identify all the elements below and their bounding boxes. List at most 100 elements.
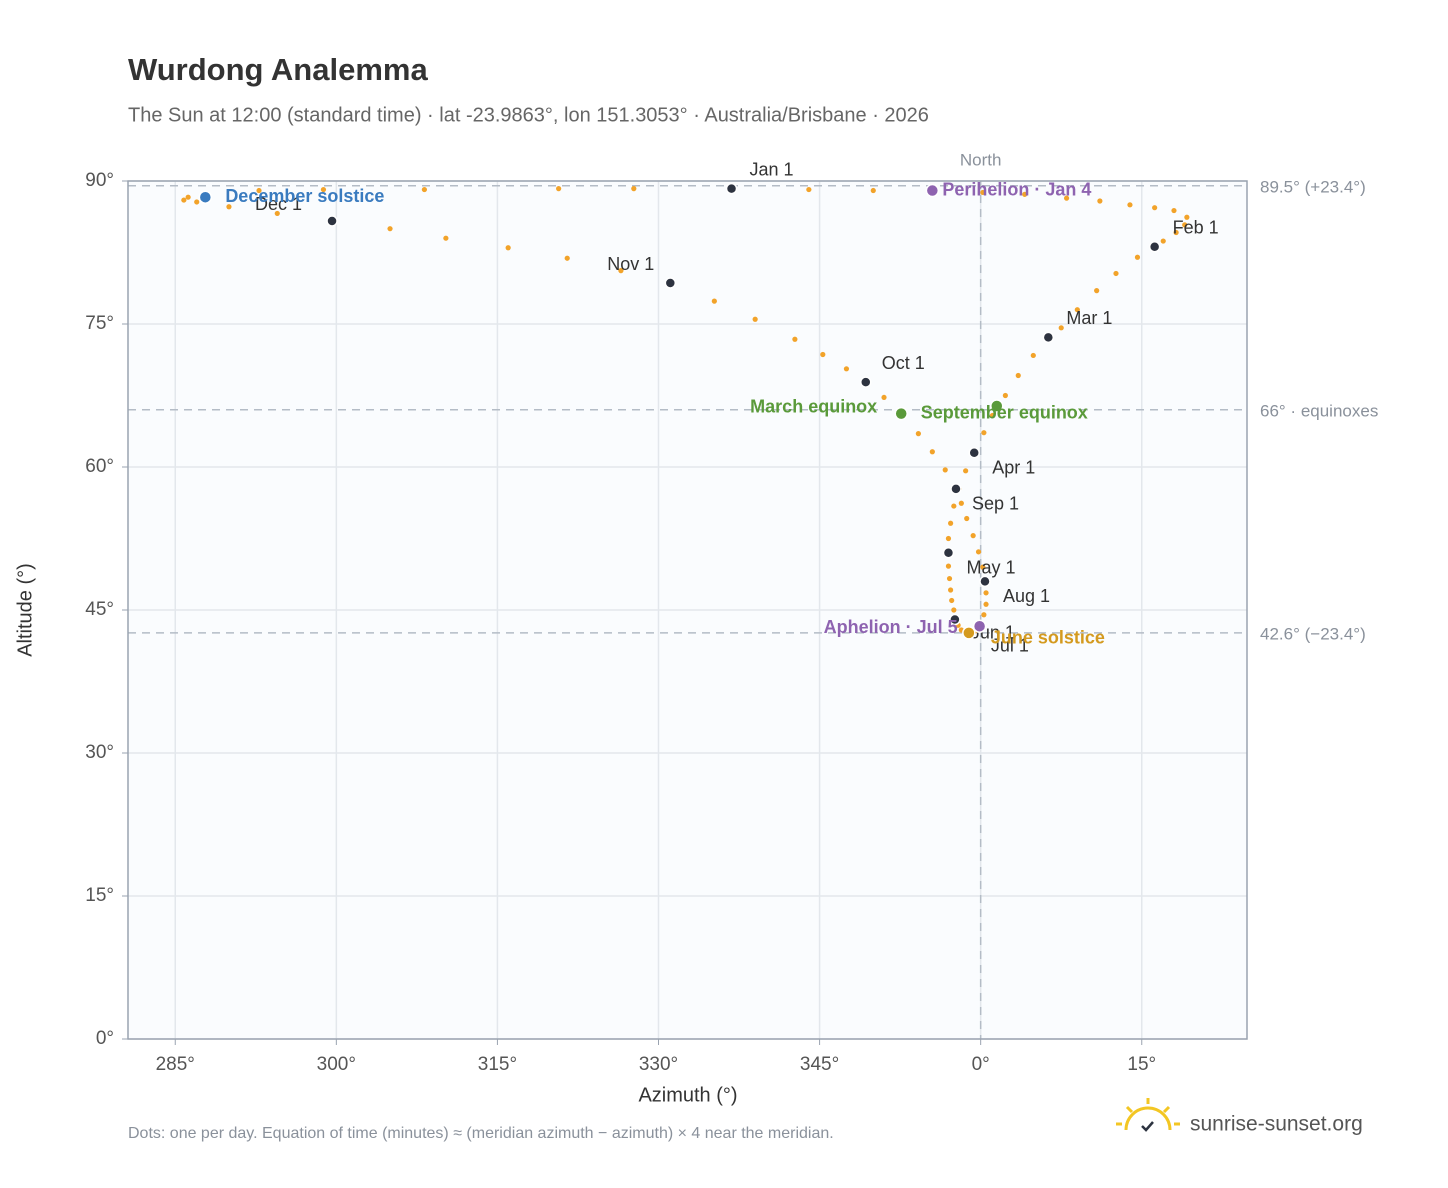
month-label: Apr 1 (992, 457, 1035, 477)
x-tick-label: 330° (639, 1054, 678, 1075)
month-label: Jul 1 (991, 636, 1029, 656)
event-marker (198, 190, 213, 204)
daily-dot (881, 394, 887, 401)
daily-dot (226, 204, 232, 210)
month-marker (949, 613, 961, 626)
daily-dot (181, 197, 187, 203)
month-marker (942, 547, 955, 559)
event-label: March equinox (750, 396, 877, 416)
daily-dot (1152, 205, 1158, 211)
daily-dot (915, 431, 921, 437)
chart-subtitle: The Sun at 12:00 (standard time) · lat -… (128, 104, 929, 126)
daily-dot (1182, 222, 1188, 228)
daily-dot (387, 226, 393, 232)
x-tick-label: 0° (972, 1054, 990, 1075)
daily-dot (981, 430, 987, 436)
month-marker (725, 182, 738, 195)
daily-dot (1022, 191, 1028, 197)
daily-dot (1030, 352, 1036, 359)
month-label: May 1 (966, 558, 1015, 578)
daily-dot (1173, 229, 1179, 236)
daily-dot (505, 245, 511, 251)
daily-dot (752, 316, 758, 322)
daily-dot (274, 210, 280, 217)
daily-dot (1134, 254, 1141, 260)
daily-dot (948, 520, 954, 526)
event-marker (962, 626, 976, 640)
daily-dot (1002, 392, 1008, 399)
daily-dot (963, 468, 969, 474)
event-marker (894, 406, 908, 421)
y-tick-label: 75° (85, 313, 114, 334)
daily-dot (989, 412, 996, 419)
event-label: September equinox (921, 403, 1088, 423)
month-marker (968, 446, 980, 459)
daily-dot (556, 186, 562, 192)
event-marker (990, 399, 1004, 413)
reference-label: 42.6° (−23.4°) (1260, 624, 1366, 643)
daily-dot (1184, 214, 1190, 220)
daily-dot (256, 187, 262, 194)
x-tick-label: 285° (156, 1054, 195, 1075)
plot-frame (127, 180, 1248, 1040)
daily-dot (1160, 238, 1166, 244)
daily-dot (945, 535, 952, 542)
event-marker (972, 619, 987, 633)
y-axis-label: Altitude (°) (14, 563, 36, 657)
daily-dot (792, 336, 798, 342)
month-label: Aug 1 (1003, 586, 1050, 606)
daily-dot (964, 515, 970, 522)
reference-label: 89.5° (+23.4°) (1260, 177, 1366, 196)
x-tick-label: 300° (317, 1054, 356, 1075)
daily-dot (970, 533, 976, 539)
daily-dot (185, 194, 191, 200)
daily-dot (1097, 198, 1103, 204)
x-tick-label: 345° (800, 1054, 839, 1075)
north-label: North (960, 150, 1002, 169)
month-label: Nov 1 (607, 254, 654, 274)
daily-dot (983, 590, 989, 596)
daily-dot (1063, 195, 1070, 201)
daily-dot (1074, 307, 1080, 313)
daily-dot (980, 564, 986, 570)
month-marker (979, 575, 991, 588)
month-label: Oct 1 (882, 353, 925, 373)
y-tick-label: 45° (85, 599, 114, 620)
daily-dot (843, 366, 850, 372)
footnote: Dots: one per day. Equation of time (min… (128, 1125, 834, 1142)
daily-dot (820, 351, 826, 358)
daily-dot (1113, 270, 1119, 277)
daily-dot (194, 199, 200, 205)
daily-dot (618, 268, 624, 274)
x-tick-label: 15° (1127, 1054, 1156, 1075)
month-marker (950, 483, 962, 495)
daily-dot (1127, 202, 1133, 208)
daily-dot (1171, 207, 1177, 214)
month-label: Jan 1 (750, 159, 794, 179)
daily-dot (945, 563, 952, 569)
month-label: Sep 1 (972, 494, 1019, 514)
daily-dot (806, 186, 812, 193)
month-label: Feb 1 (1173, 218, 1219, 238)
y-tick-label: 15° (85, 885, 114, 906)
event-marker (925, 183, 940, 198)
daily-dot (1094, 288, 1100, 294)
event-label: December solstice (225, 186, 384, 206)
daily-dot (870, 187, 876, 194)
daily-dot (711, 298, 717, 304)
daily-dot (320, 186, 327, 193)
daily-dot (631, 186, 637, 192)
month-label: Mar 1 (1066, 308, 1112, 328)
daily-dot (421, 186, 427, 193)
daily-dot (1058, 325, 1064, 331)
month-marker (1148, 241, 1161, 253)
daily-dot (942, 467, 948, 473)
daily-dot (929, 449, 935, 455)
daily-dot (948, 587, 954, 593)
brand: sunrise-sunset.org (1190, 1113, 1363, 1136)
y-tick-label: 30° (85, 742, 114, 763)
x-tick-label: 315° (478, 1054, 517, 1075)
event-label: June solstice (991, 628, 1105, 648)
event-label: Perihelion · Jan 4 (942, 179, 1091, 199)
